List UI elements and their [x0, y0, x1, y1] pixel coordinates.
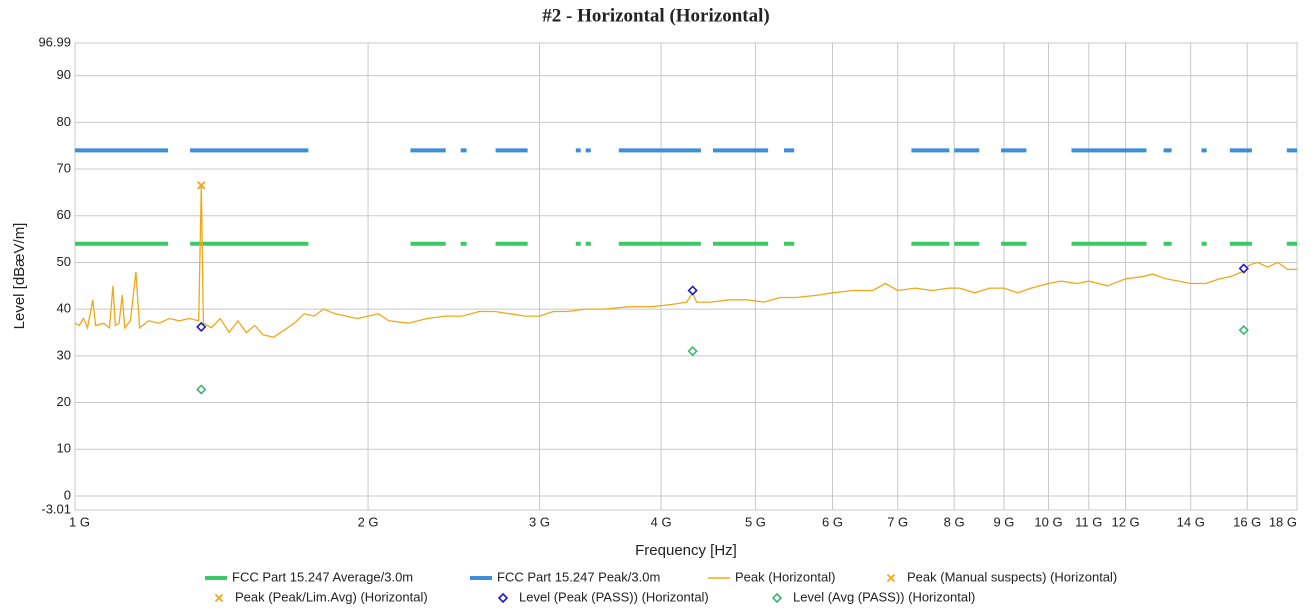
- legend-label: Level (Peak (PASS)) (Horizontal): [519, 589, 709, 604]
- y-tick-label: 40: [57, 301, 71, 316]
- diamond-marker: [1238, 325, 1249, 336]
- chart-title: #2 - Horizontal (Horizontal): [542, 5, 769, 26]
- x-tick-label: 12 G: [1111, 514, 1139, 529]
- diamond-marker: [687, 346, 698, 357]
- y-tick-label: 0: [64, 487, 71, 502]
- legend-label: Peak (Peak/Lim.Avg) (Horizontal): [235, 589, 428, 604]
- x-marker: [214, 593, 224, 603]
- x-tick-label: 14 G: [1177, 514, 1205, 529]
- x-marker: [197, 181, 206, 190]
- y-tick-label: 80: [57, 114, 71, 129]
- y-tick-label: 30: [57, 347, 71, 362]
- x-tick-label: 8 G: [944, 514, 965, 529]
- y-tick-label: 96.99: [38, 34, 71, 49]
- y-tick-label: 90: [57, 67, 71, 82]
- x-tick-label: 4 G: [651, 514, 672, 529]
- series-line: [75, 185, 1297, 338]
- x-marker: [886, 573, 896, 583]
- legend-label: FCC Part 15.247 Average/3.0m: [232, 569, 413, 584]
- x-tick-label: 9 G: [993, 514, 1014, 529]
- x-tick-label: 18 G: [1269, 514, 1297, 529]
- diamond-marker: [771, 592, 783, 604]
- y-tick-label: 50: [57, 254, 71, 269]
- plot-area: [74, 42, 1298, 511]
- y-tick-label: 60: [57, 207, 71, 222]
- x-tick-label: 1 G: [69, 514, 90, 529]
- x-tick-label: 16 G: [1233, 514, 1261, 529]
- legend-label: FCC Part 15.247 Peak/3.0m: [497, 569, 660, 584]
- diamond-marker: [196, 321, 207, 333]
- x-axis-title: Frequency [Hz]: [635, 542, 737, 559]
- diamond-marker: [1238, 263, 1249, 274]
- y-axis-title: Level [dBæV/m]: [11, 223, 28, 330]
- y-tick-label: 20: [57, 394, 71, 409]
- diamond-marker: [497, 592, 509, 604]
- y-tick-label: 10: [57, 441, 71, 456]
- diamond-marker: [196, 384, 207, 395]
- legend-label: Peak (Horizontal): [735, 569, 835, 584]
- legend-label: Level (Avg (PASS)) (Horizontal): [793, 589, 975, 604]
- x-tick-label: 3 G: [529, 514, 550, 529]
- x-tick-label: 11 G: [1075, 514, 1102, 529]
- y-tick-label: 70: [57, 160, 71, 175]
- x-tick-label: 7 G: [887, 514, 908, 529]
- y-tick-label: -3.01: [41, 501, 71, 516]
- legend-label: Peak (Manual suspects) (Horizontal): [907, 569, 1117, 584]
- x-tick-label: 5 G: [745, 514, 766, 529]
- x-tick-label: 2 G: [358, 514, 379, 529]
- x-tick-label: 10 G: [1034, 514, 1062, 529]
- plot-marks: [75, 148, 1297, 395]
- diamond-marker: [687, 285, 698, 296]
- x-tick-label: 6 G: [822, 514, 843, 529]
